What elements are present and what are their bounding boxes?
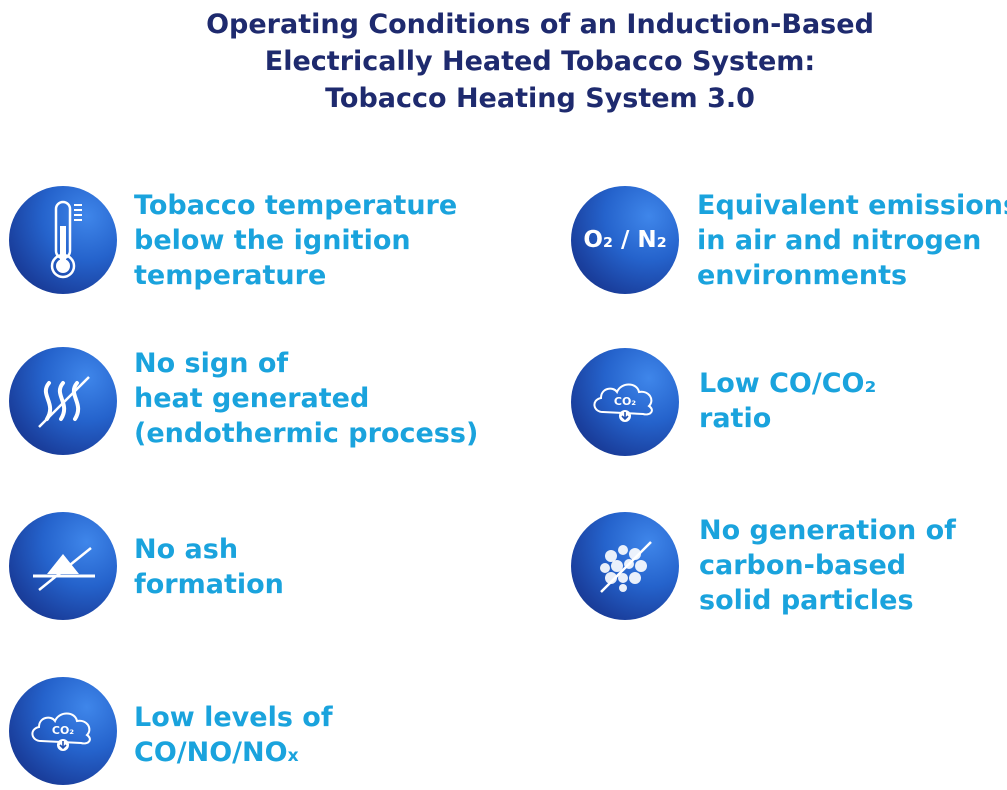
title-line-2: Electrically Heated Tobacco System:: [264, 46, 816, 77]
condition-text-ash: No ash formation: [134, 534, 284, 600]
condition-text-co-ratio: Low CO/CO₂ ratio: [699, 368, 877, 434]
no-heat-waves-icon: [9, 347, 117, 455]
o2-n2-icon: O₂ / N₂: [571, 186, 679, 294]
condition-text-particles: No generation of carbon-based solid part…: [699, 515, 956, 616]
co2-label: CO₂: [52, 724, 74, 737]
condition-text-temperature: Tobacco temperature below the ignition t…: [134, 190, 458, 291]
no-particles-icon: [571, 512, 679, 620]
title-line-3: Tobacco Heating System 3.0: [325, 83, 755, 114]
page-title: Operating Conditions of an Induction-Bas…: [0, 6, 1007, 117]
co2-label: CO₂: [614, 395, 636, 408]
co2-cloud-icon: CO₂: [571, 348, 679, 456]
o2-n2-label: O₂ / N₂: [583, 227, 666, 253]
condition-text-heat: No sign of heat generated (endothermic p…: [134, 348, 479, 449]
condition-text-co-no-levels: Low levels of CO/NO/NOx: [134, 702, 333, 768]
no-ash-icon: [9, 512, 117, 620]
co2-cloud-icon: CO₂: [9, 677, 117, 785]
condition-text-emissions: Equivalent emissions in air and nitrogen…: [697, 190, 1007, 291]
thermometer-icon: [9, 186, 117, 294]
title-line-1: Operating Conditions of an Induction-Bas…: [206, 9, 874, 40]
